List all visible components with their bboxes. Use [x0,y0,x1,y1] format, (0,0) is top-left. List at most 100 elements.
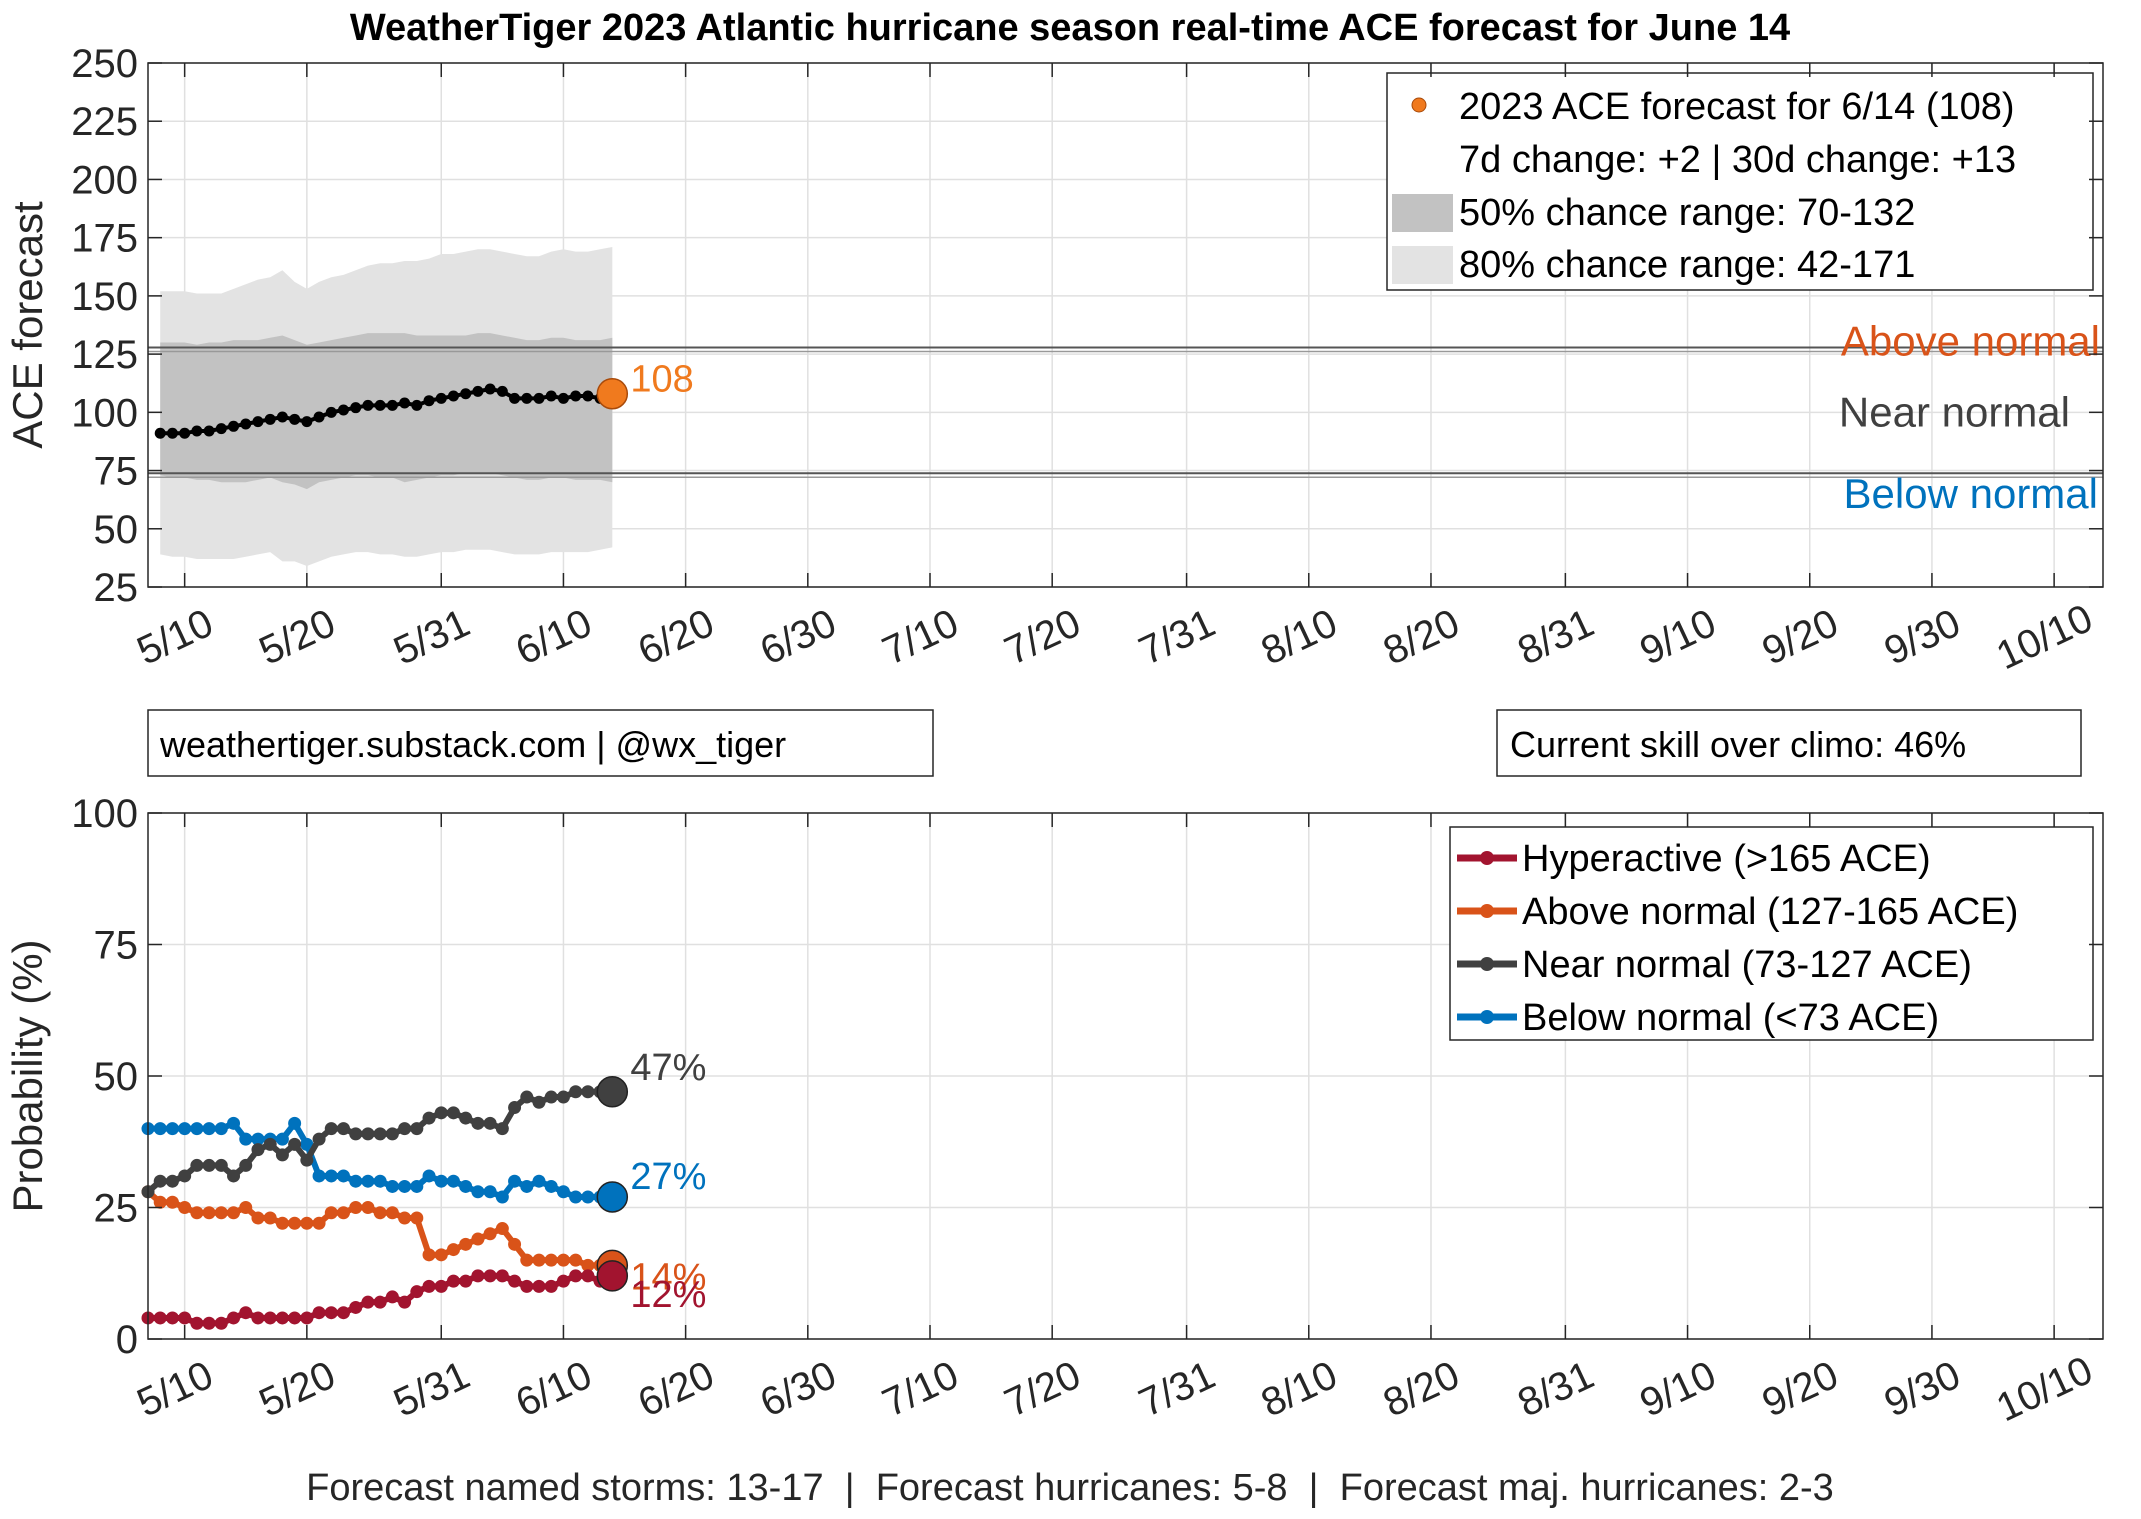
series-point-above [373,1206,387,1220]
legend-forecast-label: 2023 ACE forecast for 6/14 (108) [1459,86,2015,128]
series-point-hyper [312,1306,326,1320]
series-point-near [324,1122,338,1136]
ace-y-axis-label: ACE forecast [4,201,51,449]
series-point-near [471,1116,485,1130]
series-point-below [373,1174,387,1188]
ace-ytick-label: 175 [71,217,138,261]
series-point-near [508,1101,522,1115]
forecast-point [557,392,569,404]
series-point-hyper [288,1311,302,1325]
series-point-above [263,1211,277,1225]
current-forecast-value: 108 [630,359,693,401]
current-forecast-marker [596,377,629,410]
ace-legend-box [1386,72,2094,291]
ace-xtick-label: 5/31 [387,601,476,674]
forecast-point [240,418,252,430]
series-point-hyper [410,1285,424,1299]
series-point-above [471,1232,485,1246]
forecast-point [399,397,411,409]
prob-ytick-label: 100 [71,792,138,836]
ace-axes-box [147,62,2104,588]
series-point-hyper [520,1279,534,1293]
ace-xtick-label: 9/10 [1633,601,1722,674]
series-point-near [165,1174,179,1188]
forecast-point [154,427,166,439]
series-point-above [312,1216,326,1230]
ace-xtick-label: 6/20 [632,601,721,674]
series-point-near [190,1158,204,1172]
series-point-below [178,1122,192,1136]
prob-xtick-label: 9/30 [1878,1353,1967,1426]
end-label-below: 27% [630,1156,706,1198]
series-point-hyper [337,1306,350,1320]
series-point-near [300,1153,314,1167]
series-point-below [288,1116,302,1130]
ace-ytick-label: 100 [71,391,138,435]
series-point-hyper [385,1290,399,1304]
series-point-near [178,1169,192,1183]
forecast-point [350,402,362,414]
prob-xtick-label: 5/31 [387,1353,476,1426]
series-point-below [446,1174,460,1188]
series-point-near [410,1122,424,1136]
series-point-hyper [324,1306,338,1320]
series-point-near [239,1158,253,1172]
series-point-near [373,1127,387,1141]
series-point-near [385,1127,399,1141]
series-point-above [251,1211,265,1225]
legend-forecast-marker [1411,97,1427,113]
prob-xtick-label: 6/10 [509,1353,598,1426]
legend-range80-label: 80% chance range: 42-171 [1459,244,1915,286]
series-point-near [520,1090,534,1104]
series-point-above [300,1216,314,1230]
series-point-above [349,1201,363,1214]
series-point-above [410,1211,424,1225]
series-point-below [190,1122,204,1136]
forecast-point [313,411,325,423]
skill-box: Current skill over climo: 46% [1496,709,2082,777]
series-point-below [556,1185,570,1199]
legend-range50-swatch [1392,194,1453,232]
series-point-hyper [373,1295,387,1309]
prob-xtick-label: 7/31 [1133,1353,1222,1426]
series-point-below [239,1132,253,1146]
ace-xtick-label: 6/30 [754,601,843,674]
series-point-above [459,1237,473,1251]
series-point-below [569,1190,583,1204]
prob-xtick-label: 9/10 [1633,1353,1722,1426]
series-point-below [165,1122,179,1136]
prob-xtick-label: 9/20 [1756,1353,1845,1426]
series-point-below [214,1122,228,1136]
series-end-marker-hyper [596,1260,629,1292]
prob-xtick-label: 6/20 [632,1353,721,1426]
series-point-near [434,1106,448,1120]
series-point-hyper [349,1300,363,1314]
region-label-below: Below normal [1844,470,2098,517]
probability-legend-box [1449,826,2094,1041]
series-point-above [202,1206,216,1220]
forecast-point [179,427,191,439]
series-point-hyper [178,1311,192,1325]
legend-label-below: Below normal (<73 ACE) [1522,997,1939,1039]
series-point-hyper [483,1269,497,1283]
forecast-point [423,395,435,407]
ace-xtick-label: 9/30 [1878,601,1967,674]
forecast-point [374,399,386,411]
prob-xtick-label: 5/20 [253,1353,342,1426]
series-point-below [483,1185,497,1199]
series-point-above [337,1206,350,1220]
forecast-point [362,399,374,411]
series-point-above [581,1258,595,1272]
series-point-near [227,1169,241,1183]
forecast-point [570,390,582,402]
footer-forecast-counts: Forecast named storms: 13-17 | Forecast … [306,1467,1834,1509]
ace-xtick-label: 7/20 [998,601,1087,674]
series-point-above [275,1216,289,1230]
series-point-hyper [471,1269,485,1283]
forecast-point [521,392,533,404]
series-point-near [251,1143,265,1157]
ace-xtick-label: 8/10 [1255,601,1344,674]
forecast-point [545,390,557,402]
forecast-point [386,399,398,411]
series-point-near [556,1090,570,1104]
